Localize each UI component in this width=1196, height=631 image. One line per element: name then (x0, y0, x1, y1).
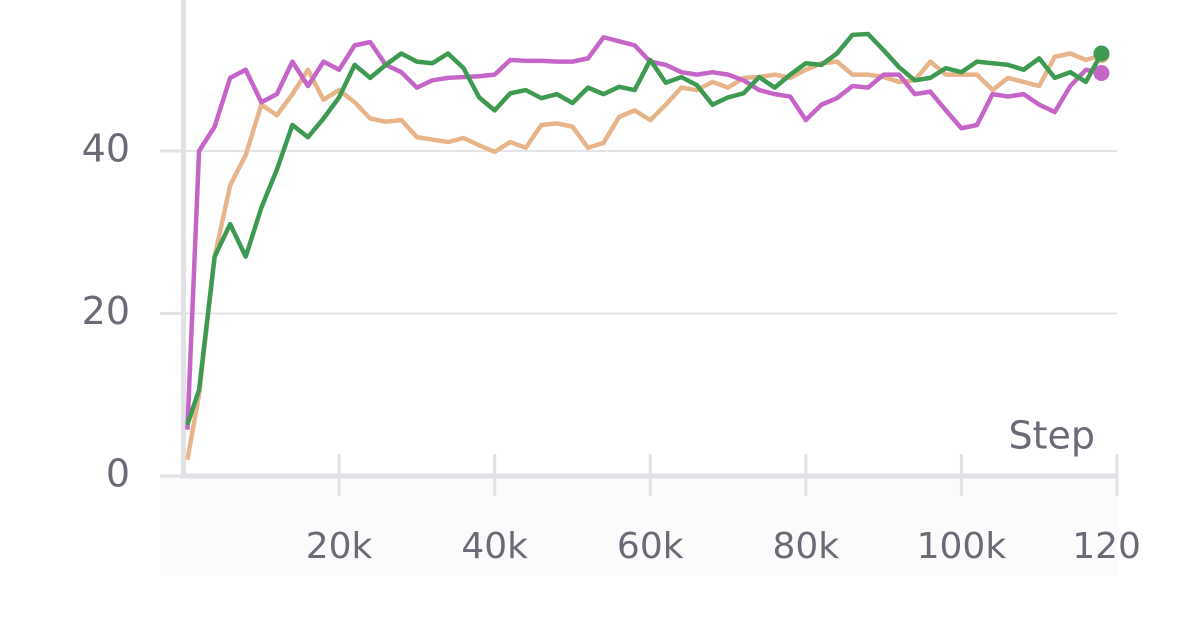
x-axis-label: Step (1008, 414, 1095, 458)
x-tick-label: 60k (617, 526, 684, 567)
y-tick-label: 60 (82, 0, 130, 8)
x-tick-labels: 20k 40k 60k 80k 100k 120k (306, 526, 1162, 567)
series-line (185, 35, 1102, 430)
x-tick-label: 120k (1072, 526, 1162, 567)
end-marker (1093, 45, 1110, 62)
end-marker (1093, 65, 1110, 81)
x-tick-label: 100k (917, 526, 1007, 567)
y-tick-label: 0 (106, 452, 130, 496)
y-tick-label: 40 (82, 127, 130, 171)
axis-band (160, 476, 1117, 576)
y-tick-label: 20 (82, 289, 130, 333)
series-line (185, 51, 1103, 461)
x-tick-label: 20k (306, 526, 373, 567)
x-tick-label: 80k (773, 526, 840, 567)
x-tick-label: 40k (461, 526, 528, 567)
series-line (185, 31, 1104, 426)
